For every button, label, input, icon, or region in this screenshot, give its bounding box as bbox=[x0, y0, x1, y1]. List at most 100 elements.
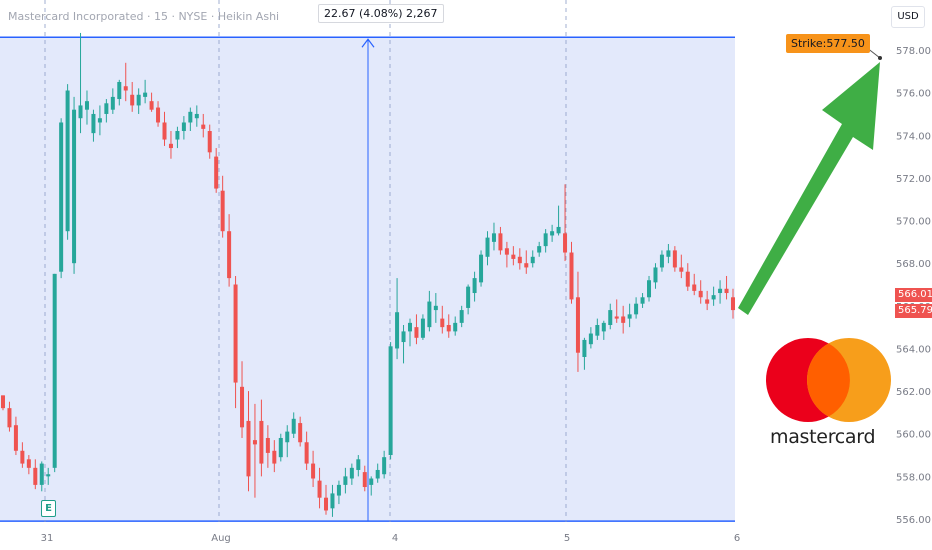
y-tick-label: 576.00 bbox=[896, 89, 931, 100]
candle-body bbox=[724, 288, 729, 294]
candle-up bbox=[433, 293, 438, 323]
candle-body bbox=[595, 325, 600, 336]
candle-down bbox=[13, 416, 18, 456]
candle-down bbox=[498, 226, 503, 255]
candle-body bbox=[246, 420, 251, 477]
candle-up bbox=[588, 327, 593, 349]
candle-up bbox=[91, 109, 96, 142]
candle-body bbox=[278, 437, 283, 458]
candle-body bbox=[181, 122, 186, 132]
candle-body bbox=[7, 408, 12, 428]
currency-button[interactable]: USD bbox=[891, 6, 925, 28]
candle-down bbox=[240, 361, 245, 438]
candle-body bbox=[104, 103, 109, 114]
candle-body bbox=[575, 297, 580, 353]
candle-body bbox=[433, 305, 438, 311]
candle-up bbox=[52, 273, 57, 473]
candle-up bbox=[634, 297, 639, 319]
candlestick-series bbox=[0, 32, 736, 517]
candle-up bbox=[711, 286, 716, 306]
candle-body bbox=[110, 96, 115, 110]
candle-down bbox=[304, 431, 309, 470]
candle-down bbox=[272, 440, 277, 473]
earnings-badge[interactable]: E bbox=[41, 500, 56, 517]
candle-down bbox=[7, 401, 12, 432]
y-tick-label: 568.00 bbox=[896, 259, 931, 270]
candle-down bbox=[130, 81, 135, 112]
candle-up bbox=[78, 32, 83, 134]
candle-up bbox=[582, 337, 587, 370]
candle-down bbox=[317, 467, 322, 509]
candle-body bbox=[614, 316, 619, 319]
candle-body bbox=[311, 463, 316, 479]
candle-up bbox=[104, 99, 109, 123]
candle-down bbox=[614, 299, 619, 323]
candle-down bbox=[621, 305, 626, 334]
candle-down bbox=[252, 403, 257, 498]
candle-body bbox=[550, 231, 555, 236]
candle-up bbox=[647, 275, 652, 302]
candle-up bbox=[530, 250, 535, 268]
candle-body bbox=[233, 284, 238, 383]
candle-up bbox=[627, 303, 632, 328]
candle-body bbox=[168, 143, 173, 149]
x-tick-label: 4 bbox=[392, 533, 398, 544]
candle-down bbox=[26, 455, 31, 475]
y-tick-label: 574.00 bbox=[896, 131, 931, 142]
candle-down bbox=[246, 391, 251, 492]
candle-up bbox=[143, 79, 148, 104]
candle-body bbox=[698, 290, 703, 298]
candle-body bbox=[149, 101, 154, 110]
candle-body bbox=[194, 113, 199, 119]
candle-up bbox=[537, 241, 542, 257]
y-tick-label: 570.00 bbox=[896, 217, 931, 228]
candle-body bbox=[46, 474, 51, 477]
measured-range bbox=[0, 36, 735, 522]
candle-body bbox=[718, 288, 723, 294]
candle-body bbox=[156, 107, 161, 123]
candle-body bbox=[375, 469, 380, 479]
candle-up bbox=[556, 205, 561, 236]
candle-down bbox=[724, 275, 729, 300]
candle-up bbox=[330, 484, 335, 517]
candle-body bbox=[569, 252, 574, 300]
candle-body bbox=[324, 497, 329, 511]
candle-up bbox=[395, 278, 400, 360]
candle-body bbox=[621, 316, 626, 323]
candle-body bbox=[349, 467, 354, 479]
candle-down bbox=[168, 131, 173, 159]
candle-body bbox=[440, 318, 445, 328]
candle-down bbox=[563, 184, 568, 262]
candle-body bbox=[659, 254, 664, 268]
candle-body bbox=[72, 109, 77, 264]
candle-down bbox=[504, 241, 509, 268]
candle-up bbox=[181, 116, 186, 140]
candle-body bbox=[20, 450, 25, 464]
candle-body bbox=[382, 457, 387, 475]
candle-body bbox=[259, 420, 264, 464]
candle-down bbox=[311, 450, 316, 488]
candle-up bbox=[550, 224, 555, 242]
candle-down bbox=[679, 254, 684, 279]
candle-up bbox=[349, 463, 354, 485]
candle-up bbox=[188, 107, 193, 132]
candle-body bbox=[414, 327, 419, 338]
y-tick-label: 564.00 bbox=[896, 344, 931, 355]
candle-up bbox=[543, 229, 548, 253]
candle-body bbox=[265, 437, 270, 453]
candle-up bbox=[659, 250, 664, 272]
candle-body bbox=[672, 250, 677, 268]
candle-down bbox=[511, 246, 516, 266]
candle-up bbox=[479, 250, 484, 287]
candle-up bbox=[595, 318, 600, 340]
x-tick-label: 6 bbox=[734, 533, 740, 544]
candle-body bbox=[123, 86, 128, 91]
candle-body bbox=[472, 278, 477, 294]
mastercard-logo bbox=[766, 338, 891, 422]
candle-body bbox=[162, 122, 167, 140]
candle-down bbox=[569, 241, 574, 304]
candle-down bbox=[705, 290, 710, 311]
candle-down bbox=[214, 148, 219, 193]
candle-body bbox=[466, 286, 471, 308]
